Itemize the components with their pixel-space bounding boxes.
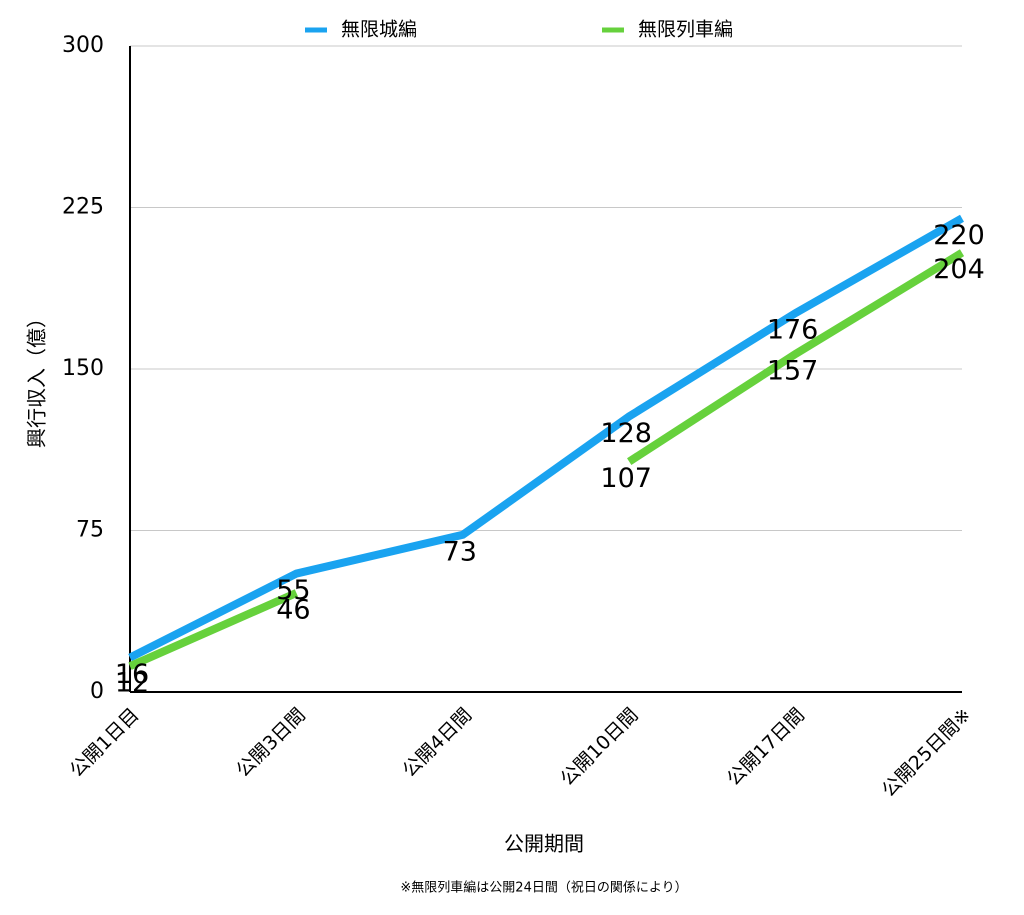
series-line [128, 249, 965, 670]
y-tick-label: 0 [90, 679, 104, 704]
data-label: 176 [767, 315, 819, 346]
legend-label: 無限城編 [341, 19, 417, 41]
x-tick-label: 公開10日間 [556, 704, 642, 790]
y-tick-label: 300 [62, 33, 104, 58]
x-tick-label: 公開4日間 [398, 704, 476, 782]
legend-label: 無限列車編 [638, 19, 733, 41]
data-label: 204 [933, 254, 985, 285]
data-label: 55 [276, 575, 310, 606]
data-label: 73 [443, 536, 477, 567]
data-label: 107 [600, 463, 652, 494]
data-label: 16 [115, 659, 149, 690]
x-tick-label: 公開1日目 [66, 704, 144, 782]
y-tick-label: 75 [76, 518, 104, 543]
footnote: ※無限列車編は公開24日間（祝日の関係により） [400, 880, 687, 896]
data-label: 220 [933, 220, 985, 251]
series-line [128, 214, 964, 662]
data-label: 12 [115, 668, 149, 699]
y-tick-label: 225 [62, 195, 104, 220]
y-axis-title: 興行収入（億） [25, 308, 49, 448]
data-label: 46 [276, 594, 310, 625]
y-tick-label: 150 [62, 356, 104, 381]
x-axis-title: 公開期間 [504, 832, 584, 856]
x-tick-label: 公開17日間 [723, 704, 809, 790]
data-label: 157 [767, 355, 819, 386]
x-tick-label: 公開25日間※ [878, 704, 976, 802]
x-tick-label: 公開3日間 [232, 704, 310, 782]
data-label: 128 [600, 418, 652, 449]
